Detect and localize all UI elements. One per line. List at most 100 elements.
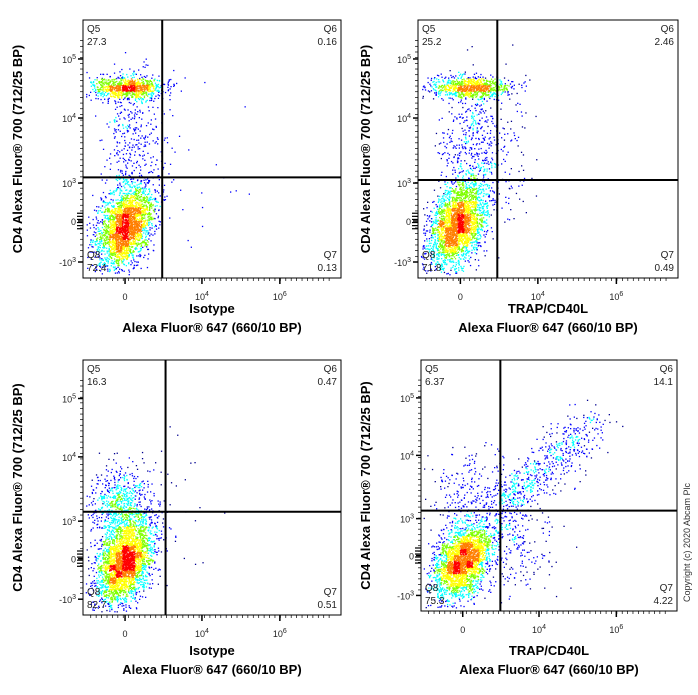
event-dot (108, 270, 111, 273)
event-dot (106, 260, 108, 262)
event-dot (114, 213, 116, 215)
event-dot (126, 230, 129, 232)
event-dot (136, 139, 138, 141)
event-dot (110, 246, 112, 248)
event-dot (110, 198, 112, 201)
event-dot (152, 93, 154, 95)
event-dot (135, 201, 137, 203)
event-dot (129, 250, 131, 252)
event-dot (88, 216, 90, 218)
event-dot (121, 270, 123, 272)
event-dot (120, 254, 122, 256)
event-dot (115, 229, 117, 232)
event-dot (107, 236, 109, 238)
event-dot (117, 125, 120, 127)
event-dot (126, 237, 128, 239)
event-dot (117, 254, 119, 256)
event-dot (107, 215, 109, 217)
event-dot (137, 243, 140, 245)
event-dot (138, 220, 140, 223)
event-dot (170, 78, 172, 81)
event-dot (142, 223, 144, 225)
event-dot (130, 78, 133, 80)
event-dot (150, 202, 152, 204)
event-dot (142, 217, 144, 219)
event-dot (145, 91, 148, 94)
event-dot (164, 162, 166, 164)
event-dot (158, 90, 161, 93)
event-dot (142, 207, 144, 209)
event-dot (118, 235, 120, 237)
event-dot (129, 68, 131, 70)
event-dot (103, 200, 106, 203)
event-dot (114, 236, 117, 238)
event-dot (140, 124, 142, 126)
event-dot (134, 186, 136, 188)
event-dot (126, 73, 128, 76)
event-dot (98, 228, 100, 230)
event-dot (132, 218, 134, 220)
event-dot (110, 209, 112, 212)
event-dot (114, 108, 117, 110)
event-dot (148, 188, 150, 190)
event-dot (105, 208, 107, 210)
event-dot (148, 238, 150, 240)
event-dot (127, 181, 129, 183)
event-dot (96, 239, 98, 241)
event-dot (116, 241, 118, 244)
event-dot (97, 242, 99, 245)
event-dot (140, 218, 142, 221)
event-dot (156, 159, 158, 161)
event-dot (111, 227, 113, 229)
event-dot (156, 137, 159, 139)
event-dot (132, 268, 134, 270)
event-dot (122, 125, 124, 127)
event-dot (125, 252, 127, 254)
event-dot (141, 218, 143, 220)
event-dot (104, 257, 106, 259)
event-dot (128, 101, 130, 104)
event-dot (131, 201, 134, 203)
event-dot (146, 266, 149, 269)
event-dot (142, 150, 144, 152)
event-dot (113, 269, 115, 271)
event-dot (123, 214, 125, 216)
event-dot (145, 94, 147, 96)
event-dot (137, 242, 139, 244)
event-dot (133, 233, 136, 235)
event-dot (117, 235, 119, 237)
event-dot (142, 112, 144, 114)
event-dot (101, 78, 103, 80)
event-dot (117, 187, 119, 189)
event-dot (107, 209, 109, 211)
event-dot (109, 211, 112, 213)
event-dot (123, 158, 126, 161)
event-dot (140, 242, 143, 244)
event-dot (124, 243, 126, 246)
event-dot (122, 241, 124, 243)
event-dot (130, 193, 132, 195)
event-dot (133, 241, 135, 243)
event-dot (92, 224, 95, 226)
event-dot (424, 247, 426, 249)
event-dot (103, 263, 105, 265)
event-dot (141, 82, 144, 84)
quadrant-q6-label: Q6 (324, 24, 338, 35)
event-dot (121, 217, 123, 219)
event-dot (129, 92, 131, 95)
event-dot (119, 91, 121, 93)
event-dot (115, 78, 117, 80)
event-dot (121, 269, 123, 271)
event-dot (447, 218, 449, 220)
event-dot (173, 85, 175, 87)
event-dot (147, 64, 149, 66)
event-dot (141, 76, 143, 78)
event-dot (108, 126, 110, 128)
event-dot (145, 233, 147, 235)
event-dot (130, 214, 132, 216)
event-dot (111, 226, 114, 229)
event-dot (103, 239, 105, 242)
event-dot (99, 247, 101, 249)
event-dot (136, 261, 138, 263)
event-dot (125, 232, 127, 234)
